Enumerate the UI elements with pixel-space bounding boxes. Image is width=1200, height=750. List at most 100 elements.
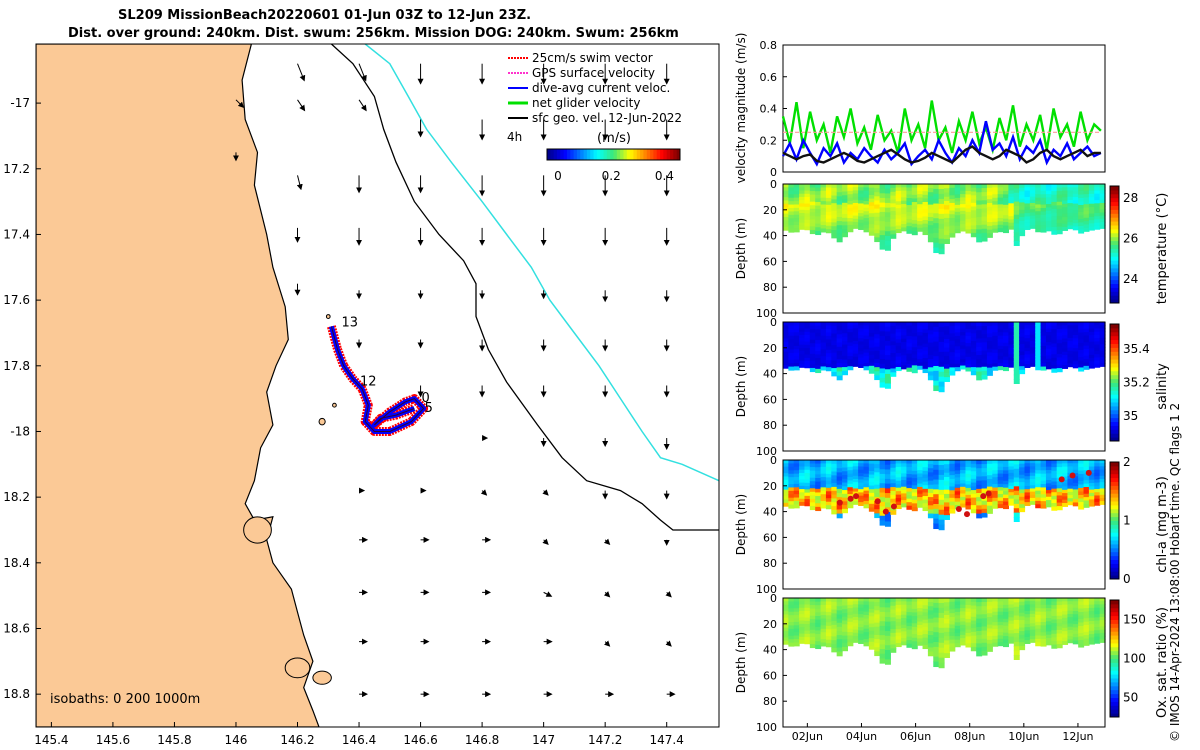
profile-cell (911, 626, 918, 632)
profile-cell (1088, 601, 1095, 606)
profile-cell (1040, 194, 1047, 199)
profile-cell (788, 466, 795, 471)
profile-cell (1051, 361, 1058, 366)
profile-cell (922, 612, 929, 617)
profile-cell (788, 332, 795, 337)
profile-cell (954, 480, 961, 485)
profile-cell (1003, 615, 1009, 620)
profile-cell (1062, 627, 1069, 632)
profile-cell (788, 339, 795, 344)
profile-cell (788, 642, 795, 647)
profile-cell (858, 206, 865, 211)
profile-cell (890, 644, 897, 649)
profile-cell (820, 356, 827, 361)
profile-cell (847, 211, 854, 216)
profile-cell (879, 653, 886, 659)
profile-cell (868, 369, 875, 374)
profile-cell (809, 229, 816, 235)
profile-cell (1062, 220, 1069, 225)
profile-cell (1045, 618, 1052, 622)
profile-cell (992, 625, 999, 630)
profile-cell (1067, 607, 1074, 612)
profile-cell (1099, 623, 1106, 628)
profile-cell (815, 212, 822, 218)
profile-cell (1094, 328, 1101, 333)
profile-cell (986, 187, 993, 193)
profile-cell (944, 640, 950, 646)
profile-cell (825, 356, 832, 361)
profile-cell (1019, 467, 1026, 472)
profile-cell (944, 196, 950, 202)
profile-cell (825, 342, 832, 347)
profile-cell (1008, 479, 1015, 484)
profile-cell (911, 619, 918, 624)
profile-cell (1040, 625, 1047, 630)
profile-cell (992, 356, 999, 361)
profile-cell (793, 187, 800, 192)
profile-cell (804, 627, 811, 632)
profile-cell (868, 496, 875, 501)
profile-cell (992, 615, 999, 620)
profile-cell (793, 349, 800, 354)
profile-cell (954, 356, 961, 361)
profile-cell (825, 615, 832, 620)
profile-cell (804, 203, 811, 208)
profile-cell (783, 216, 789, 221)
profile-cell (922, 194, 929, 200)
y-tick-label: 40 (763, 644, 777, 657)
profile-cell (836, 375, 843, 381)
profile-cell (1024, 489, 1031, 494)
profile-cell (933, 227, 940, 234)
profile-cell (986, 486, 993, 492)
profile-cell (901, 473, 908, 478)
profile-cell (1094, 225, 1101, 230)
profile-cell (788, 608, 795, 613)
profile-cell (933, 331, 940, 338)
chl-hotspot (836, 499, 843, 506)
colorbar-cell (1110, 394, 1119, 399)
profile-cell (938, 188, 945, 195)
profile-cell (890, 230, 897, 235)
profile-cell (820, 345, 827, 350)
profile-cell (1072, 219, 1079, 224)
profile-cell (1019, 336, 1026, 342)
profile-cell (884, 521, 891, 527)
legend-entry: GPS surface velocity (532, 66, 655, 80)
profile-cell (1094, 636, 1101, 641)
profile-cell (783, 210, 789, 215)
profile-cell (1035, 359, 1042, 364)
profile-cell (949, 475, 956, 480)
profile-cell (1067, 623, 1074, 628)
colorbar-cell (1110, 193, 1119, 199)
profile-cell (901, 496, 908, 501)
profile-cell (1013, 335, 1020, 341)
profile-cell (1062, 365, 1069, 369)
profile-cell (944, 364, 950, 370)
profile-cell (1088, 190, 1095, 195)
profile-cell (799, 492, 806, 497)
profile-cell (927, 221, 934, 226)
profile-cell (1078, 636, 1085, 641)
profile-cell (901, 634, 908, 639)
profile-cell (1072, 322, 1079, 326)
profile-cell (1040, 497, 1047, 502)
profile-cell (1013, 184, 1020, 189)
profile-cell (1040, 359, 1047, 364)
profile-cell (788, 601, 795, 606)
colorbar-cell (566, 149, 571, 160)
profile-cell (917, 463, 924, 468)
profile-cell (1029, 491, 1036, 496)
profile-cell (1083, 359, 1090, 364)
profile-cell (906, 336, 913, 341)
profile-cell (842, 195, 848, 200)
profile-cell (884, 654, 891, 661)
profile-cell (970, 460, 977, 465)
profile-cell (906, 626, 913, 631)
profile-cell (954, 460, 961, 465)
profile-cell (976, 505, 983, 511)
profile-cell (874, 634, 881, 640)
profile-cell (970, 367, 977, 372)
profile-cell (1040, 601, 1047, 606)
profile-cell (884, 460, 891, 466)
